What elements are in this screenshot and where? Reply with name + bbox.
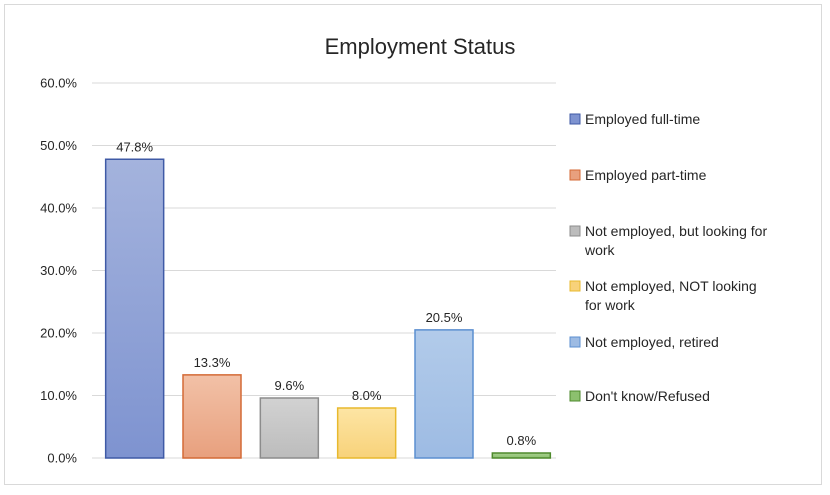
legend-entry: Employed part-time bbox=[585, 167, 707, 183]
data-label: 20.5% bbox=[426, 310, 463, 325]
gridlines bbox=[92, 82, 556, 459]
data-label: 9.6% bbox=[275, 378, 305, 393]
data-label: 47.8% bbox=[116, 139, 153, 154]
bar bbox=[104, 158, 165, 459]
data-label: 0.8% bbox=[507, 433, 537, 448]
bar bbox=[414, 329, 474, 459]
y-tick-label: 20.0% bbox=[40, 326, 77, 341]
legend-swatch bbox=[569, 225, 581, 237]
legend: Employed full-time Employed part-time Not … bbox=[569, 111, 767, 404]
bar bbox=[182, 374, 242, 459]
legend-entry: Employed full-time bbox=[585, 111, 700, 127]
legend-entry: Not employed, NOT looking for work bbox=[585, 278, 757, 313]
bars bbox=[104, 158, 552, 459]
legend-swatch bbox=[569, 336, 581, 348]
data-labels: 47.8% 13.3% 9.6% 8.0% 20.5% 0.8% bbox=[116, 139, 536, 448]
bar bbox=[259, 397, 320, 459]
y-axis-tick-labels: 0.0% 10.0% 20.0% 30.0% 40.0% 50.0% 60.0% bbox=[40, 76, 77, 466]
legend-swatch bbox=[569, 280, 581, 292]
data-label: 13.3% bbox=[194, 355, 231, 370]
y-tick-label: 50.0% bbox=[40, 138, 77, 153]
y-tick-label: 40.0% bbox=[40, 201, 77, 216]
legend-entry: Not employed, retired bbox=[585, 334, 719, 350]
legend-swatch bbox=[569, 169, 581, 181]
y-tick-label: 0.0% bbox=[47, 451, 77, 466]
chart-title: Employment Status bbox=[325, 34, 516, 59]
legend-entry: Don't know/Refused bbox=[585, 388, 710, 404]
y-tick-label: 10.0% bbox=[40, 388, 77, 403]
legend-entry: Not employed, but looking for work bbox=[584, 223, 767, 258]
bar bbox=[336, 407, 397, 459]
y-tick-label: 30.0% bbox=[40, 263, 77, 278]
y-tick-label: 60.0% bbox=[40, 76, 77, 91]
legend-swatch bbox=[569, 390, 581, 402]
data-label: 8.0% bbox=[352, 388, 382, 403]
legend-swatch bbox=[569, 113, 581, 125]
bar bbox=[491, 452, 552, 459]
